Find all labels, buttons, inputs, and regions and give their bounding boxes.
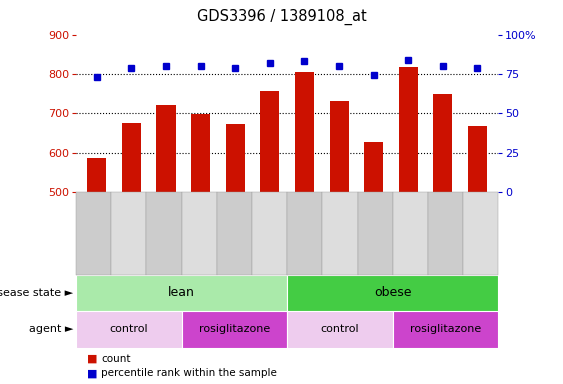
Text: ■: ■	[87, 354, 98, 364]
Text: lean: lean	[168, 286, 195, 299]
Text: GSM172990: GSM172990	[369, 202, 378, 257]
Text: GSM172979: GSM172979	[92, 202, 101, 257]
Bar	[87, 158, 106, 192]
Text: GSM172984: GSM172984	[265, 202, 274, 257]
Bar	[122, 123, 141, 192]
Text: rosiglitazone: rosiglitazone	[410, 324, 481, 334]
Bar	[468, 126, 487, 192]
Text: ■: ■	[87, 368, 98, 378]
Text: percentile rank within the sample: percentile rank within the sample	[101, 368, 277, 378]
Bar	[191, 114, 210, 192]
Bar	[76, 311, 181, 348]
Bar	[181, 311, 287, 348]
Text: rosiglitazone: rosiglitazone	[199, 324, 270, 334]
Text: GSM172982: GSM172982	[196, 202, 205, 257]
Text: GSM172983: GSM172983	[231, 202, 240, 257]
Text: GDS3396 / 1389108_at: GDS3396 / 1389108_at	[196, 9, 367, 25]
Bar	[393, 311, 498, 348]
Text: GSM172981: GSM172981	[162, 202, 171, 257]
Text: count: count	[101, 354, 131, 364]
Bar	[364, 142, 383, 192]
Bar	[287, 275, 498, 311]
Text: GSM172988: GSM172988	[473, 202, 482, 257]
Text: GSM172980: GSM172980	[127, 202, 136, 257]
Text: GSM172987: GSM172987	[300, 202, 309, 257]
Text: GSM172985: GSM172985	[404, 202, 413, 257]
Bar	[260, 91, 279, 192]
Text: control: control	[109, 324, 148, 334]
Bar	[76, 275, 287, 311]
Bar	[287, 311, 393, 348]
Text: agent ►: agent ►	[29, 324, 73, 334]
Text: obese: obese	[374, 286, 412, 299]
Text: GSM172989: GSM172989	[334, 202, 343, 257]
Bar	[434, 94, 453, 192]
Text: control: control	[320, 324, 359, 334]
Text: GSM172986: GSM172986	[439, 202, 448, 257]
Text: disease state ►: disease state ►	[0, 288, 73, 298]
Bar	[329, 101, 348, 192]
Bar	[295, 72, 314, 192]
Bar	[226, 124, 245, 192]
Bar	[399, 67, 418, 192]
Bar	[157, 106, 176, 192]
